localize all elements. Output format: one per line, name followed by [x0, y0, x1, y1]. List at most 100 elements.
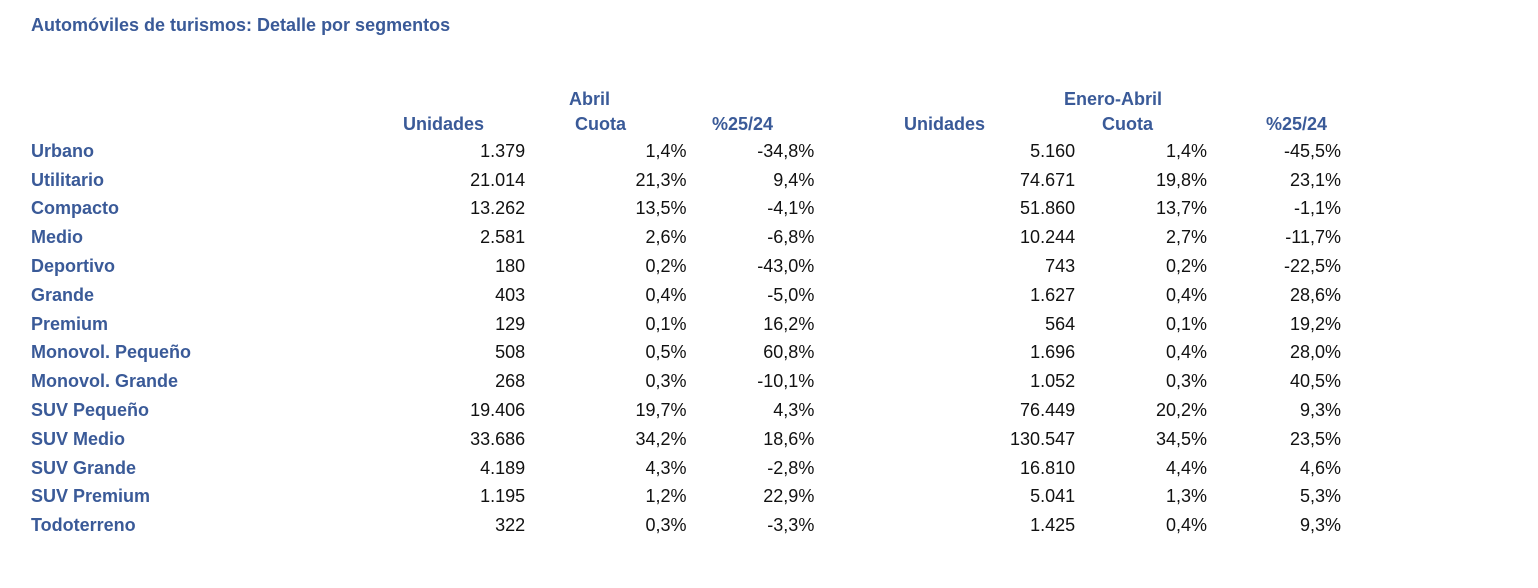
abril-unidades-cell: 403 — [495, 284, 526, 305]
segment-name: SUV Grande — [31, 457, 137, 478]
segment-name: Monovol. Pequeño — [31, 342, 191, 363]
abril-pct-cell: 22,9% — [763, 486, 815, 507]
abril-unidades-cell: 1.195 — [480, 486, 526, 507]
table-row: SUV Medio 33.686 34,2% 18,6% 130.547 34,5% 23,… — [31, 425, 1341, 454]
abril-pct-cell: 9,4% — [773, 169, 815, 190]
abril-pct-cell: -2,8% — [767, 457, 815, 478]
abril-cuota-cell: 0,4% — [645, 284, 687, 305]
header-abril-pct: %25/24 — [712, 114, 774, 134]
segment-name: Monovol. Grande — [31, 371, 179, 392]
ea-cuota-cell: 0,4% — [1165, 515, 1208, 536]
abril-pct-cell: 60,8% — [763, 342, 815, 363]
abril-pct-cell: -43,0% — [757, 256, 815, 277]
ea-pct-cell: 28,6% — [1289, 284, 1341, 305]
ea-cuota-cell: 1,3% — [1165, 486, 1208, 507]
segment-name: Compacto — [31, 198, 120, 219]
ea-pct-cell: 4,6% — [1299, 457, 1341, 478]
abril-unidades-cell: 268 — [495, 371, 526, 392]
table-row: Premium 129 0,1% 16,2% 564 0,1% 19,2% — [31, 310, 1341, 339]
segment-table-body: Urbano 1.379 1,4% -34,8% 5.160 1,4% -45,5% Util… — [31, 137, 1341, 540]
ea-pct-cell: -22,5% — [1283, 256, 1341, 277]
ea-pct-cell: -1,1% — [1293, 198, 1341, 219]
table-row: Deportivo 180 0,2% -43,0% 743 0,2% -22,5% — [31, 252, 1341, 281]
abril-unidades-cell: 2.581 — [480, 227, 526, 248]
segment-name: Urbano — [31, 140, 94, 161]
ea-unidades-cell: 1.052 — [1030, 371, 1076, 392]
segment-name: SUV Medio — [31, 428, 126, 449]
ea-cuota-cell: 0,1% — [1165, 313, 1208, 334]
segment-name: Grande — [31, 284, 95, 305]
ea-pct-cell: 5,3% — [1299, 486, 1341, 507]
ea-cuota-cell: 0,4% — [1165, 284, 1208, 305]
ea-unidades-cell: 74.671 — [1020, 169, 1076, 190]
ea-pct-cell: 9,3% — [1299, 515, 1341, 536]
abril-unidades-cell: 508 — [495, 342, 526, 363]
abril-unidades-cell: 322 — [495, 515, 526, 536]
segment-name: Medio — [31, 227, 83, 248]
header-abril-cuota: Cuota — [575, 114, 626, 134]
table-row: SUV Grande 4.189 4,3% -2,8% 16.810 4,4% 4,6% — [31, 454, 1341, 483]
segment-table: Urbano 1.379 1,4% -34,8% 5.160 1,4% -45,5% Util… — [31, 137, 1341, 540]
ea-cuota-cell: 1,4% — [1165, 140, 1208, 161]
ea-pct-cell: 23,1% — [1289, 169, 1341, 190]
ea-unidades-cell: 1.425 — [1030, 515, 1076, 536]
segment-name: Deportivo — [31, 256, 116, 277]
ea-unidades-cell: 5.041 — [1030, 486, 1076, 507]
ea-pct-cell: 23,5% — [1289, 428, 1341, 449]
abril-cuota-cell: 19,7% — [635, 400, 687, 421]
segment-name: Todoterreno — [31, 515, 136, 536]
ea-cuota-cell: 0,3% — [1165, 371, 1208, 392]
abril-cuota-cell: 21,3% — [635, 169, 687, 190]
table-row: Utilitario 21.014 21,3% 9,4% 74.671 19,8% 23,1… — [31, 166, 1341, 195]
segment-name: Utilitario — [31, 169, 105, 190]
abril-unidades-cell: 19.406 — [470, 400, 526, 421]
header-abril: Abril — [569, 89, 611, 109]
ea-cuota-cell: 13,7% — [1155, 198, 1208, 219]
header-enero-abril: Enero-Abril — [1064, 89, 1163, 109]
ea-pct-cell: 28,0% — [1289, 342, 1341, 363]
abril-unidades-cell: 180 — [495, 256, 526, 277]
segment-name: SUV Premium — [31, 486, 151, 507]
table-row: Compacto 13.262 13,5% -4,1% 51.860 13,7% -1,1% — [31, 195, 1341, 224]
table-row: SUV Pequeño 19.406 19,7% 4,3% 76.449 20,2% 9,3… — [31, 396, 1341, 425]
abril-pct-cell: -3,3% — [767, 515, 815, 536]
header-ea-cuota: Cuota — [1102, 114, 1153, 134]
table-row: Monovol. Pequeño 508 0,5% 60,8% 1.696 0,4% 28,… — [31, 339, 1341, 368]
ea-pct-cell: 9,3% — [1299, 400, 1341, 421]
abril-cuota-cell: 13,5% — [635, 198, 687, 219]
segment-name: Premium — [31, 313, 109, 334]
abril-unidades-cell: 21.014 — [470, 169, 526, 190]
abril-cuota-cell: 0,5% — [645, 342, 687, 363]
abril-cuota-cell: 0,3% — [645, 515, 687, 536]
ea-unidades-cell: 564 — [1045, 313, 1076, 334]
header-ea-pct: %25/24 — [1266, 114, 1328, 134]
abril-pct-cell: -6,8% — [767, 227, 815, 248]
header-abril-unidades: Unidades — [403, 114, 485, 134]
ea-unidades-cell: 51.860 — [1020, 198, 1076, 219]
segment-name: SUV Pequeño — [31, 400, 150, 421]
abril-pct-cell: -34,8% — [757, 140, 815, 161]
abril-cuota-cell: 1,2% — [645, 486, 687, 507]
abril-pct-cell: -5,0% — [767, 284, 815, 305]
ea-unidades-cell: 130.547 — [1010, 428, 1076, 449]
ea-cuota-cell: 19,8% — [1155, 169, 1208, 190]
ea-pct-cell: -11,7% — [1285, 227, 1341, 248]
ea-pct-cell: -45,5% — [1283, 140, 1341, 161]
abril-unidades-cell: 4.189 — [480, 457, 526, 478]
abril-pct-cell: 4,3% — [773, 400, 815, 421]
abril-unidades-cell: 129 — [495, 313, 526, 334]
page-title: Automóviles de turismos: Detalle por seg… — [31, 15, 451, 35]
ea-cuota-cell: 0,4% — [1165, 342, 1208, 363]
table-row: Grande 403 0,4% -5,0% 1.627 0,4% 28,6% — [31, 281, 1341, 310]
table-row: Urbano 1.379 1,4% -34,8% 5.160 1,4% -45,5% — [31, 137, 1341, 166]
ea-unidades-cell: 1.627 — [1030, 284, 1076, 305]
abril-cuota-cell: 0,2% — [645, 256, 687, 277]
abril-pct-cell: 16,2% — [763, 313, 815, 334]
abril-cuota-cell: 0,3% — [645, 371, 687, 392]
ea-unidades-cell: 5.160 — [1030, 140, 1076, 161]
ea-unidades-cell: 16.810 — [1020, 457, 1076, 478]
ea-cuota-cell: 2,7% — [1165, 227, 1208, 248]
abril-cuota-cell: 34,2% — [635, 428, 687, 449]
abril-unidades-cell: 13.262 — [470, 198, 526, 219]
abril-pct-cell: -10,1% — [757, 371, 815, 392]
